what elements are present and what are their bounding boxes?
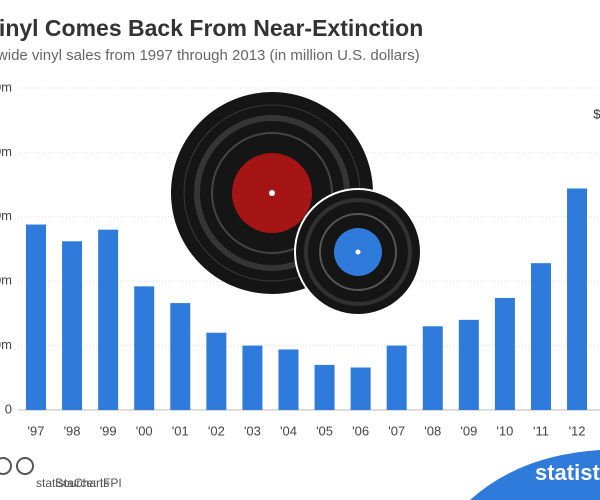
brand: statistaCharts — [36, 476, 109, 490]
bar — [134, 286, 155, 410]
source: Source: IFPI — [55, 476, 122, 490]
bar — [350, 367, 371, 410]
x-tick-label: '01 — [172, 423, 189, 438]
bar — [458, 319, 479, 410]
x-tick-label: '07 — [388, 423, 405, 438]
footer: statistaCharts Source: IFPI statista — [0, 450, 600, 500]
x-tick-label: '03 — [244, 423, 261, 438]
y-tick-label: $150m — [0, 208, 12, 223]
icon — [16, 457, 34, 475]
logo-swoosh — [470, 450, 600, 500]
x-tick-label: '09 — [460, 423, 477, 438]
bar — [242, 345, 263, 410]
y-tick-label: $200m — [0, 144, 12, 159]
x-tick-label: '98 — [64, 423, 81, 438]
x-tick-label: '02 — [208, 423, 225, 438]
x-tick-label: '00 — [136, 423, 153, 438]
bar — [26, 224, 46, 410]
bar — [170, 303, 191, 410]
y-tick-label: 0 — [5, 401, 12, 416]
x-tick-label: '10 — [496, 423, 513, 438]
x-tick-label: '97 — [28, 423, 45, 438]
bar — [314, 364, 335, 410]
record-hole — [269, 190, 275, 196]
y-tick-label: $100m — [0, 273, 12, 288]
bar — [206, 332, 227, 410]
record-hole — [355, 249, 361, 255]
x-tick-label: '08 — [424, 423, 441, 438]
chart-subtitle: Worldwide vinyl sales from 1997 through … — [0, 47, 420, 64]
x-tick-label: '04 — [280, 423, 297, 438]
chart-title: Vinyl Comes Back From Near-Extinction — [0, 15, 423, 41]
bar — [494, 297, 515, 410]
logo: statista — [535, 460, 600, 485]
bars: '97 '98 '99 '00 '01 '02 '03 '04 '05 '06 '07 '08 '09 '… — [26, 107, 600, 438]
x-tick-label: '12 — [569, 423, 586, 438]
x-tick-label: '05 — [316, 423, 333, 438]
bar — [278, 349, 299, 410]
x-tick-label: '11 — [533, 423, 549, 438]
bar — [386, 345, 407, 410]
value-label: $218m — [593, 107, 600, 122]
x-tick-label: '06 — [352, 423, 369, 438]
groove — [304, 198, 412, 306]
bar — [567, 188, 588, 410]
vinyl-records — [171, 92, 422, 316]
y-tick-label: $50m — [0, 337, 12, 352]
y-tick-label: $250m — [0, 79, 12, 94]
x-tick-label: '99 — [100, 423, 117, 438]
bar — [98, 229, 119, 410]
icon — [0, 457, 12, 475]
bar — [62, 241, 83, 410]
bar — [530, 263, 551, 410]
groove — [319, 213, 397, 291]
bar — [422, 326, 443, 410]
groove — [211, 132, 333, 254]
